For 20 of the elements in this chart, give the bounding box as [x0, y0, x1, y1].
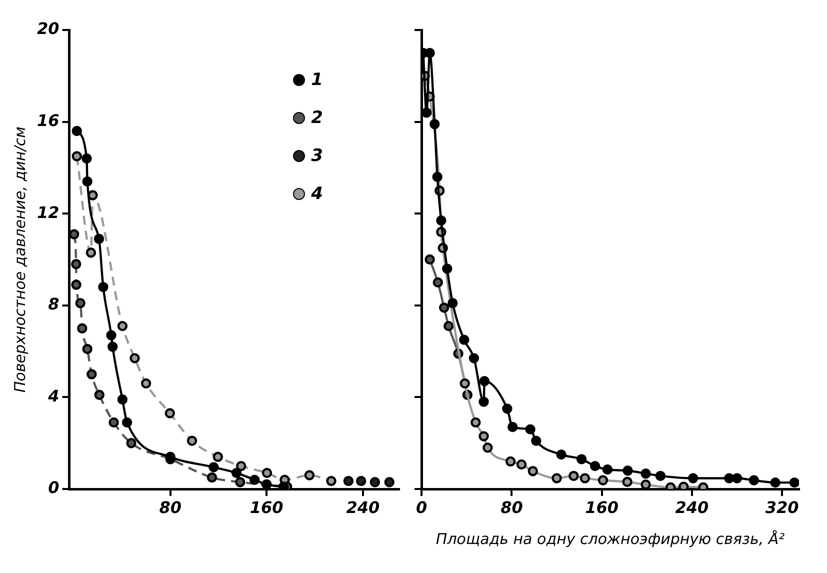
y-tick-label: 12	[37, 202, 60, 222]
x-tick-label: 160	[250, 498, 284, 517]
y-tick-label: 4	[47, 386, 60, 406]
x-tick-label: 80	[159, 498, 182, 517]
y-tick-label: 16	[37, 110, 60, 130]
legend-label: 1	[311, 70, 323, 90]
y-tick-label: 20	[37, 19, 60, 38]
x-tick-label: 320	[765, 498, 799, 517]
x-tick-label: 240	[346, 498, 380, 517]
x-tick-label: 160	[585, 498, 619, 517]
x-tick-label: 240	[675, 498, 709, 517]
x-axis-title: Площадь на одну сложноэфирную связь, Å²	[436, 530, 785, 548]
y-tick-label: 8	[48, 294, 60, 314]
legend-label: 4	[311, 184, 323, 204]
y-tick-label: 0	[48, 478, 60, 498]
legend-label: 3	[311, 146, 323, 166]
x-tick-label: 80	[500, 498, 523, 517]
y-axis-title: Поверхностное давление, дин/см	[10, 126, 29, 392]
x-tick-label: 0	[416, 498, 428, 517]
legend-label: 2	[311, 108, 323, 128]
